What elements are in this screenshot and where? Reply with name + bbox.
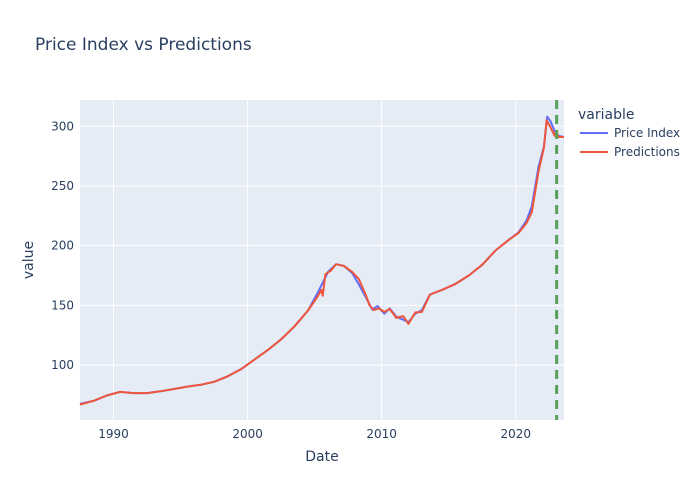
y-tick-label: 250 <box>51 179 74 193</box>
legend[interactable]: variable Price Index Predictions <box>578 107 680 159</box>
y-tick-label: 150 <box>51 298 74 312</box>
y-tick-label: 200 <box>51 239 74 253</box>
chart-title: Price Index vs Predictions <box>35 35 252 55</box>
y-tick-labels: 100 150 200 250 300 <box>51 119 74 372</box>
x-tick-label: 1990 <box>98 427 129 441</box>
legend-title: variable <box>578 107 634 123</box>
series-line-predictions[interactable] <box>79 119 564 406</box>
x-axis-title: Date <box>305 449 338 465</box>
x-tick-label: 2010 <box>366 427 397 441</box>
legend-label-price-index: Price Index <box>614 126 680 140</box>
legend-item-price-index[interactable]: Price Index <box>580 126 680 140</box>
series-lines <box>79 115 565 406</box>
legend-item-predictions[interactable]: Predictions <box>580 145 680 159</box>
x-tick-labels: 1990 2000 2010 2020 <box>98 427 531 441</box>
y-tick-label: 300 <box>51 119 74 133</box>
plot-area <box>80 100 564 420</box>
y-axis-title: value <box>21 241 37 279</box>
y-tick-label: 100 <box>51 358 74 372</box>
x-tick-label: 2000 <box>232 427 263 441</box>
x-tick-label: 2020 <box>500 427 531 441</box>
gridlines <box>80 100 564 420</box>
legend-label-predictions: Predictions <box>614 145 680 159</box>
